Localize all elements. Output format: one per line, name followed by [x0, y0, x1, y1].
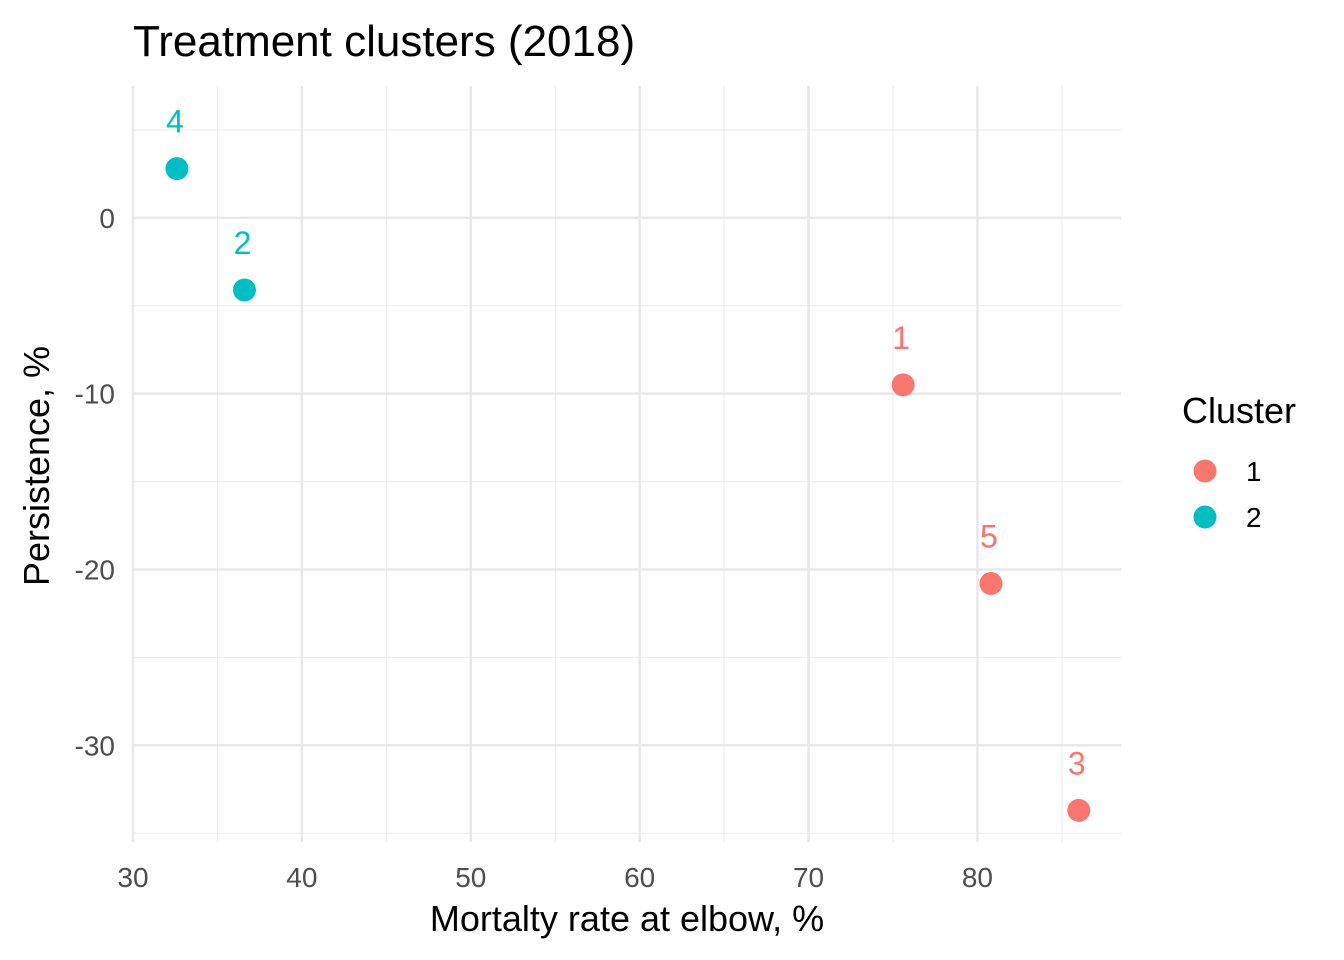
data-point-3 [1067, 798, 1091, 822]
x-axis-title: Mortalty rate at elbow, % [430, 898, 824, 939]
y-tick-label: -20 [75, 554, 115, 585]
data-points: 4 2 1 5 3 [165, 104, 1091, 822]
x-tick-label: 30 [117, 862, 148, 893]
legend-key-2 [1193, 505, 1217, 529]
data-point-5 [979, 572, 1003, 596]
legend-label-2: 2 [1246, 502, 1262, 533]
grid [131, 86, 1121, 842]
data-point-2 [232, 278, 256, 302]
x-tick-label: 70 [793, 862, 824, 893]
data-point-1 [891, 373, 915, 397]
x-tick-label: 60 [624, 862, 655, 893]
legend-label-1: 1 [1246, 456, 1262, 487]
x-tick-label: 80 [962, 862, 993, 893]
point-label-4: 4 [166, 104, 184, 140]
y-tick-label: 0 [99, 203, 115, 234]
axes: 30 40 50 60 70 80 0 -10 -20 -30 [75, 203, 993, 893]
y-tick-label: -30 [75, 730, 115, 761]
point-label-2: 2 [234, 225, 252, 261]
data-point-4 [165, 157, 189, 181]
point-label-1: 1 [892, 320, 910, 356]
x-tick-label: 50 [455, 862, 486, 893]
x-tick-label: 40 [286, 862, 317, 893]
legend-key-1 [1193, 459, 1217, 483]
y-tick-label: -10 [75, 379, 115, 410]
point-label-5: 5 [980, 519, 998, 555]
legend-title: Cluster [1182, 390, 1296, 431]
point-label-3: 3 [1068, 745, 1086, 781]
chart-title: Treatment clusters (2018) [133, 17, 635, 66]
y-axis-title: Persistence, % [16, 346, 57, 586]
legend: Cluster 1 2 [1182, 390, 1296, 533]
